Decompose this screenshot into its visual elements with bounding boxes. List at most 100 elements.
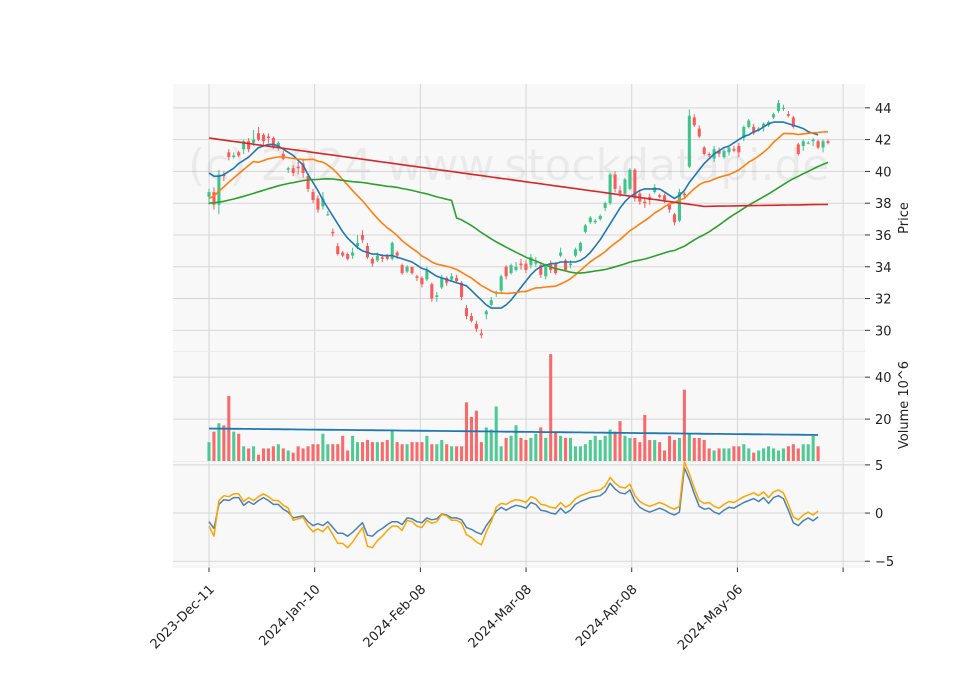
volume-bar <box>489 429 493 461</box>
candle-body <box>762 123 766 127</box>
volume-bar <box>564 437 568 461</box>
candle-body <box>658 195 662 197</box>
volume-bar <box>732 446 736 461</box>
volume-bar <box>474 410 478 461</box>
x-tick-label: 2024-Feb-08 <box>361 582 430 651</box>
moving-average-longest-line <box>208 137 829 208</box>
candle-body <box>702 147 706 154</box>
volume-bar <box>207 442 211 461</box>
volume-bar <box>628 437 632 461</box>
candle-body <box>672 214 677 223</box>
volume-axis-label: Volume 10^6 <box>897 361 912 449</box>
oscillator-line-a <box>208 467 819 537</box>
volume-bar <box>776 450 781 461</box>
candle-body <box>692 117 696 126</box>
candle-body <box>375 255 379 261</box>
candle-body <box>212 192 216 205</box>
candle-body <box>504 266 508 277</box>
candle-body <box>821 141 825 148</box>
candle-body <box>435 295 439 297</box>
oscillator-y-tick-label: 5 <box>875 459 883 474</box>
candle-body <box>559 252 563 256</box>
volume-bar <box>568 437 573 461</box>
volume-bar <box>425 435 429 461</box>
candle-body <box>707 153 711 156</box>
candle-body <box>261 134 266 142</box>
candle-body <box>400 265 404 274</box>
candle-body <box>479 333 483 336</box>
volume-bar <box>702 440 706 461</box>
volume-bar <box>484 427 488 461</box>
candle-body <box>539 265 543 275</box>
volume-bar <box>400 444 404 461</box>
x-tick-label: 2024-May-06 <box>675 582 746 653</box>
x-tick-label: 2023-Dec-11 <box>148 582 218 652</box>
candle-body <box>286 168 290 170</box>
volume-bar <box>499 446 503 461</box>
candle-body <box>276 142 280 146</box>
volume-bar <box>529 437 533 461</box>
volume-bar <box>420 442 424 461</box>
volume-bar <box>633 437 637 461</box>
candle-body <box>663 195 667 201</box>
candle-body <box>499 276 503 291</box>
price-y-tick-label: 34 <box>875 261 892 276</box>
price-y-tick-label: 44 <box>875 102 892 117</box>
price-panel-background <box>173 84 865 351</box>
candle-body <box>360 234 365 240</box>
volume-bar <box>232 431 236 461</box>
candle-body <box>306 176 310 189</box>
volume-bar <box>767 446 771 461</box>
volume-bar <box>326 444 330 461</box>
x-tick-label: 2024-Jan-10 <box>256 582 323 649</box>
candle-body <box>593 220 597 223</box>
candle-body <box>296 166 300 169</box>
volume-bar <box>608 429 612 461</box>
candle-body <box>450 276 454 280</box>
volume-bar <box>786 446 790 461</box>
volume-bar <box>603 435 607 461</box>
oscillator-y-tick-label: −5 <box>875 555 894 570</box>
volume-bar <box>212 431 216 461</box>
candle-body <box>816 141 820 148</box>
volume-bar <box>415 442 419 461</box>
volume-bar <box>742 444 746 461</box>
volume-bar <box>593 435 597 461</box>
candle-body <box>256 133 261 140</box>
price-y-tick-label: 40 <box>875 165 892 180</box>
volume-bar <box>554 431 558 461</box>
volume-bar <box>365 440 369 461</box>
volume-bar <box>370 442 374 461</box>
volume-bar <box>346 450 350 461</box>
volume-bar <box>559 435 563 461</box>
candle-body <box>326 214 330 216</box>
candle-body <box>791 117 795 127</box>
volume-bar <box>331 444 335 461</box>
candle-body <box>801 141 805 146</box>
candle-body <box>430 284 434 299</box>
volume-bar <box>762 448 766 461</box>
volume-bar <box>271 446 275 461</box>
candle-body <box>573 249 577 256</box>
candle-body <box>668 204 672 210</box>
candle-body <box>291 168 295 173</box>
moving-average-mid-line <box>208 131 829 295</box>
candle-body <box>588 217 592 223</box>
candle-body <box>390 242 394 259</box>
volume-bar <box>544 437 548 461</box>
candle-body <box>405 266 409 272</box>
volume-panel-background <box>173 352 865 461</box>
candle-body <box>697 128 701 137</box>
candle-body <box>727 147 731 153</box>
candle-body <box>301 163 305 173</box>
price-y-tick-label: 30 <box>875 324 892 339</box>
candle-body <box>796 144 800 154</box>
volume-bar <box>712 450 716 461</box>
candle-body <box>568 263 573 266</box>
x-tick-label: 2024-Apr-08 <box>573 582 640 649</box>
volume-bar <box>722 448 726 461</box>
moving-average-long-line <box>208 161 829 274</box>
volume-bar <box>806 444 810 461</box>
